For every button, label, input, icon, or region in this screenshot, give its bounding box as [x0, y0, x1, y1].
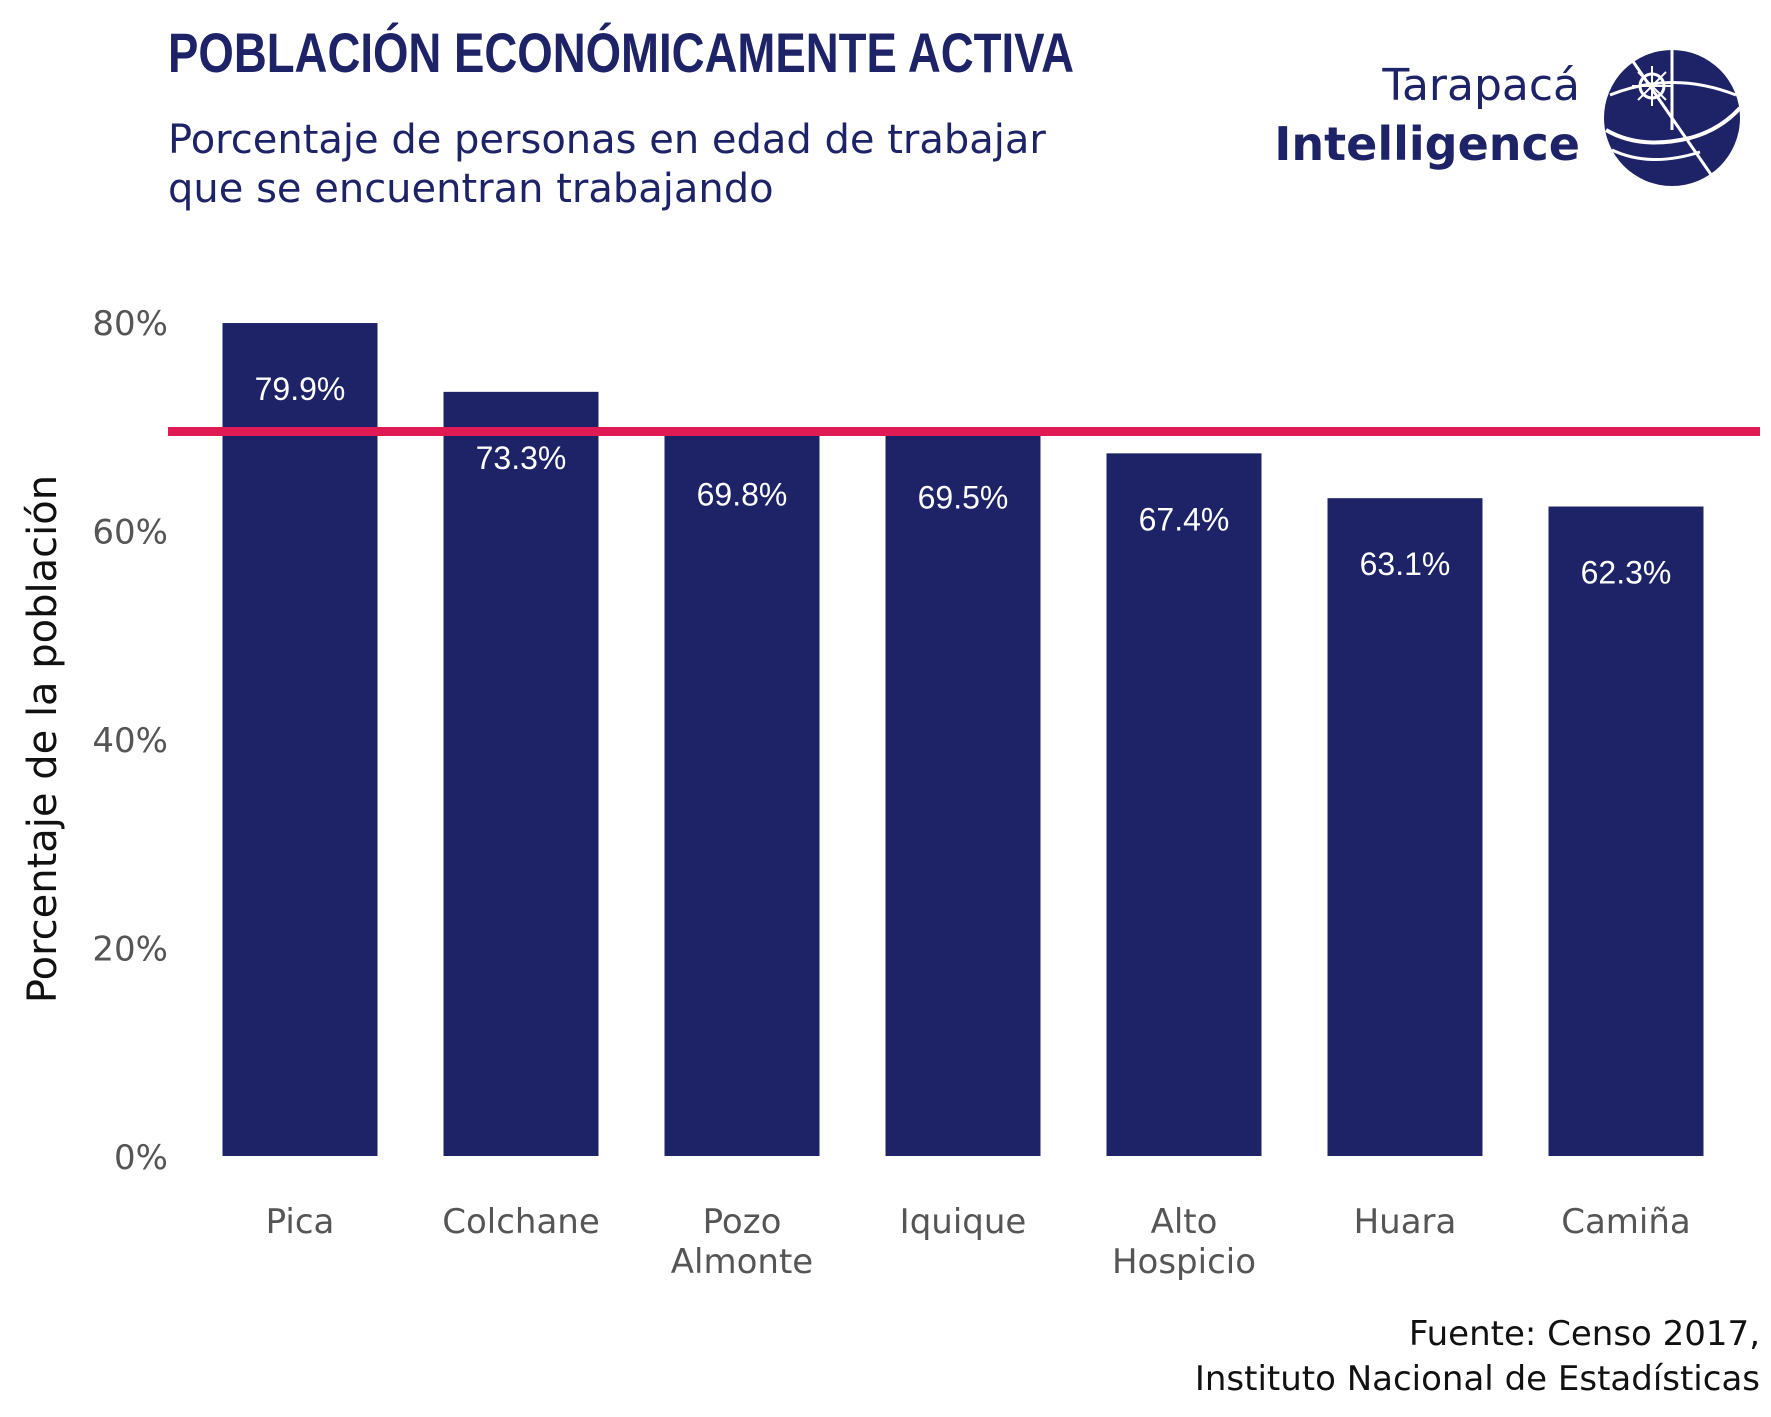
bars: [222, 323, 1704, 1157]
data-label: 79.9%: [255, 371, 346, 407]
bar: [1327, 498, 1483, 1156]
chart-subtitle-line1: Porcentaje de personas en edad de trabaj…: [168, 117, 1046, 163]
chart-subtitle-line2: que se encuentran trabajando: [168, 166, 774, 212]
data-label: 67.4%: [1139, 501, 1230, 537]
brand-name-line1: Tarapacá: [1381, 60, 1580, 111]
brand-name-line2: Intelligence: [1274, 117, 1580, 171]
data-label: 69.5%: [918, 479, 1009, 515]
category-label: Almonte: [671, 1242, 813, 1282]
category-label: Colchane: [442, 1202, 600, 1242]
category-label: Camiña: [1561, 1202, 1691, 1242]
bar: [1548, 506, 1704, 1157]
source-line1: Fuente: Censo 2017,: [1409, 1314, 1760, 1354]
data-label: 69.8%: [697, 476, 788, 512]
category-label: Pica: [266, 1202, 335, 1242]
category-label: Huara: [1354, 1202, 1457, 1242]
data-labels: 79.9% 73.3% 69.8% 69.5% 67.4% 63.1% 62.3%: [255, 371, 1672, 590]
y-tick-label: 0%: [114, 1138, 168, 1178]
category-label: Iquique: [900, 1202, 1027, 1242]
bar: [443, 391, 599, 1156]
data-label: 73.3%: [476, 440, 567, 476]
y-tick-label: 60%: [92, 513, 168, 553]
bar: [1106, 453, 1262, 1157]
chart-title: POBLACIÓN ECONÓMICAMENTE ACTIVA: [168, 21, 1074, 84]
category-label: Alto: [1151, 1202, 1218, 1242]
y-axis-ticks: 0% 20% 40% 60% 80%: [92, 304, 168, 1178]
y-axis-title: Porcentaje de la población: [20, 475, 66, 1003]
y-tick-label: 40%: [92, 721, 168, 761]
globe-logo-icon: [1604, 50, 1742, 186]
y-tick-label: 80%: [92, 304, 168, 344]
bar: [885, 431, 1041, 1156]
source-line2: Instituto Nacional de Estadísticas: [1195, 1359, 1760, 1399]
category-label: Pozo: [703, 1202, 782, 1242]
y-tick-label: 20%: [92, 930, 168, 970]
data-label: 63.1%: [1360, 546, 1451, 582]
bar: [222, 323, 378, 1157]
category-label: Hospicio: [1112, 1242, 1256, 1282]
data-label: 62.3%: [1581, 555, 1672, 591]
bar: [664, 428, 820, 1157]
